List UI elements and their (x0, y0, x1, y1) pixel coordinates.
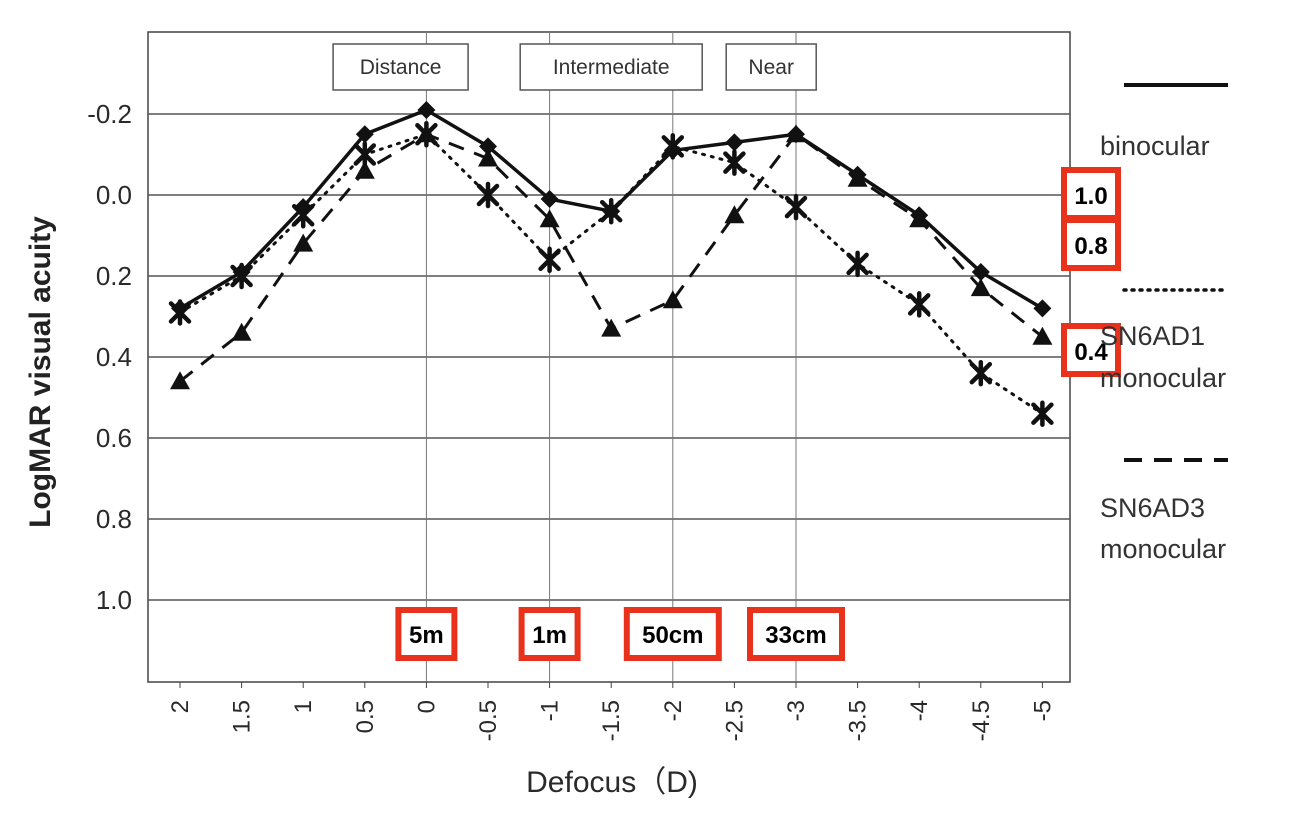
y-tick-label: -0.2 (87, 99, 132, 129)
y-tick-label: 0.8 (96, 504, 132, 534)
data-point (907, 291, 931, 318)
data-point (479, 137, 497, 156)
acuity-annotation: 0.8 (1074, 233, 1107, 260)
data-point (971, 262, 990, 281)
zone-label: Distance (360, 56, 442, 79)
data-point (415, 121, 438, 148)
x-tick-label: 1 (290, 700, 317, 713)
series-line (178, 132, 1044, 416)
distance-annotation: 5m (409, 622, 444, 649)
x-tick-label: -2 (660, 700, 687, 721)
distance-annotation-box (518, 607, 581, 661)
distance-annotation-box (747, 607, 845, 661)
zone-label: Near (748, 56, 794, 79)
x-tick-label: -1 (537, 700, 564, 721)
data-point (294, 198, 313, 217)
data-point (787, 125, 805, 144)
x-tick-label: 0 (413, 700, 440, 713)
data-point (540, 190, 559, 209)
series-dotted (168, 121, 1054, 427)
legend-label: SN6AD3 (1100, 493, 1205, 523)
series-line (179, 132, 1044, 383)
x-tick-label: 2 (167, 700, 194, 713)
y-tick-label: 0.4 (96, 342, 132, 372)
data-point (353, 141, 377, 168)
legend-label: SN6AD1 (1100, 321, 1205, 351)
data-point (478, 148, 498, 167)
data-point (969, 359, 993, 387)
data-point (231, 322, 252, 341)
data-point (539, 209, 560, 228)
x-tick-label: -1.5 (598, 700, 625, 741)
data-point (784, 193, 808, 221)
legend-label: monocular (1100, 363, 1226, 393)
data-point (848, 165, 867, 184)
data-point (538, 246, 561, 274)
data-point (354, 160, 375, 179)
data-point (476, 181, 500, 209)
distance-annotation: 33cm (765, 622, 826, 649)
y-tick-label: 1.0 (96, 585, 132, 615)
y-tick-label: 0.2 (96, 261, 132, 291)
distance-annotation-box (623, 607, 722, 661)
data-point (723, 149, 746, 176)
x-tick-label: -5 (1029, 700, 1056, 721)
legend-label: binocular (1100, 131, 1210, 161)
x-tick-label: -3.5 (845, 700, 872, 741)
data-point (293, 233, 314, 252)
acuity-annotation-box (1061, 323, 1121, 377)
data-point (602, 202, 621, 221)
data-point (1033, 299, 1052, 318)
zone-label: Intermediate (553, 56, 670, 79)
x-tick-label: -3 (783, 700, 810, 721)
zone-box (519, 43, 703, 91)
acuity-annotation-box (1061, 217, 1121, 271)
data-point (724, 205, 745, 224)
data-point (1031, 400, 1054, 427)
data-point (663, 141, 682, 160)
data-point (232, 262, 251, 281)
y-tick-label: 0.6 (96, 423, 132, 453)
x-tick-label: 0.5 (352, 700, 379, 733)
legend-label: monocular (1100, 534, 1226, 564)
data-point (1032, 326, 1053, 345)
y-axis-title: LogMAR visual acuity (24, 216, 57, 528)
x-tick-label: -4.5 (968, 700, 995, 741)
distance-annotation-box (395, 607, 458, 661)
series-dashed (170, 124, 1053, 390)
data-point (910, 206, 929, 225)
zone-box (725, 43, 817, 91)
y-tick-label: 0.0 (96, 180, 132, 210)
data-point (417, 100, 436, 119)
x-axis-title: Defocus（D) (526, 766, 698, 799)
acuity-annotation: 1.0 (1074, 183, 1107, 210)
distance-annotation: 50cm (642, 622, 703, 649)
x-tick-label: -0.5 (475, 700, 502, 741)
data-point (662, 290, 683, 309)
series-solid (171, 100, 1052, 318)
data-point (170, 371, 190, 390)
distance-annotation: 1m (532, 622, 567, 649)
data-point (171, 299, 189, 318)
acuity-annotation: 0.4 (1074, 339, 1108, 366)
data-point (846, 250, 869, 278)
zone-box (332, 43, 469, 91)
x-tick-label: 1.5 (229, 700, 256, 733)
data-point (355, 125, 374, 144)
data-point (725, 133, 744, 152)
x-tick-label: -2.5 (721, 700, 748, 741)
data-point (970, 278, 991, 297)
data-point (601, 318, 622, 337)
x-tick-label: -4 (906, 700, 933, 721)
